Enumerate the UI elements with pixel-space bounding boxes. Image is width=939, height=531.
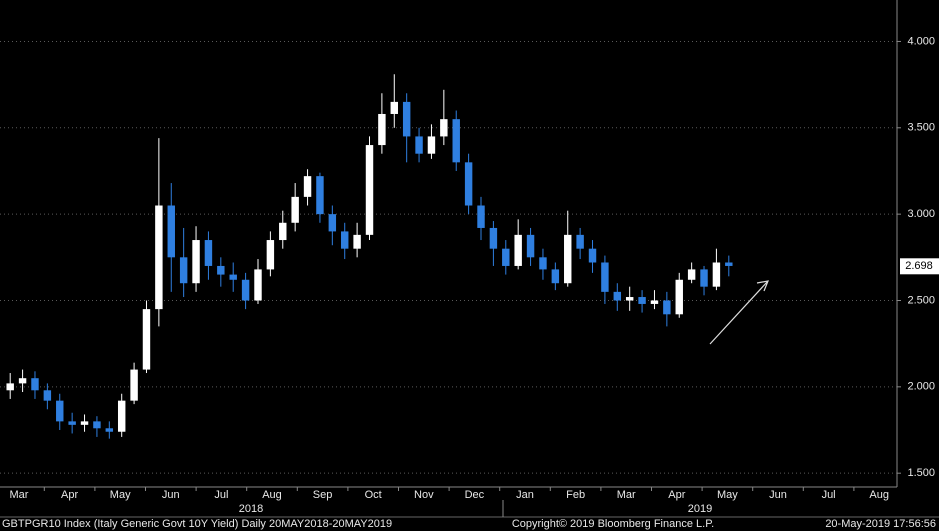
candle-body (31, 378, 39, 391)
candle-body (105, 428, 114, 432)
x-tick-label: Aug (869, 489, 889, 501)
candle-body (316, 176, 324, 215)
footer-center: Copyright© 2019 Bloomberg Finance L.P. (512, 518, 714, 530)
candle-body (576, 234, 584, 249)
last-value-tag: 2.698 (905, 260, 933, 272)
candle-body (427, 136, 436, 154)
candle-body (328, 214, 337, 232)
candle-body (217, 265, 225, 275)
candle-body (489, 227, 498, 249)
candle-body (613, 291, 622, 301)
candle-body (68, 421, 76, 425)
x-tick-label: Jul (214, 489, 228, 501)
candle-body (675, 279, 683, 315)
candle-body (390, 101, 398, 114)
candle-body (564, 234, 572, 284)
candle-body (80, 421, 89, 425)
candle-body (464, 162, 473, 206)
candle-body (365, 145, 374, 235)
x-tick-label: Dec (465, 489, 485, 501)
x-tick-label: Jun (162, 489, 180, 501)
candle-body (725, 262, 733, 266)
x-tick-label: May (717, 489, 738, 501)
candle-body (155, 205, 163, 310)
y-tick-label: 2.000 (907, 381, 935, 393)
candle-body (712, 262, 721, 287)
candle-body (204, 240, 213, 266)
candle-body (638, 297, 646, 304)
candle-body (687, 269, 696, 280)
candle-body (117, 400, 126, 432)
annotation-arrow-head (756, 280, 769, 292)
x-tick-label: Jan (516, 489, 534, 501)
candle-body (254, 269, 262, 301)
candle-body (56, 400, 64, 422)
candle-body (514, 234, 522, 266)
candle-body (625, 297, 634, 301)
candle-body (663, 300, 671, 315)
candle-body (341, 231, 349, 249)
y-tick-label: 4.000 (907, 35, 935, 47)
candle-body (452, 119, 460, 163)
candle-body (6, 383, 14, 391)
x-tick-label: Nov (414, 489, 434, 501)
x-tick-label: Aug (262, 489, 282, 501)
year-label: 2018 (239, 503, 263, 515)
candle-body (526, 234, 535, 258)
footer-left: GBTPGR10 Index (Italy Generic Govt 10Y Y… (2, 518, 392, 530)
x-tick-label: Mar (10, 489, 29, 501)
candle-body (229, 274, 237, 280)
x-tick-label: Sep (313, 489, 333, 501)
footer-right: 20-May-2019 17:56:56 (825, 518, 936, 530)
candle-body (179, 257, 188, 284)
candle-body (650, 300, 659, 304)
year-label: 2019 (688, 503, 712, 515)
candle-body (402, 101, 411, 137)
x-tick-label: Oct (365, 489, 382, 501)
annotation-arrow (709, 280, 769, 345)
candle-body (415, 136, 423, 154)
candle-body (241, 279, 250, 301)
y-tick-label: 2.500 (907, 294, 935, 306)
x-tick-label: Feb (566, 489, 585, 501)
candle-body (303, 176, 312, 197)
candle-body (353, 234, 361, 249)
candle-body (130, 369, 138, 401)
candle-body (18, 378, 27, 384)
x-tick-label: Apr (61, 489, 78, 501)
x-tick-label: Jun (769, 489, 787, 501)
candle-body (502, 248, 510, 266)
candle-body (192, 240, 200, 284)
candle-body (700, 269, 708, 287)
candle-body (291, 196, 299, 223)
candle-body (279, 222, 287, 241)
y-tick-label: 1.500 (907, 467, 935, 479)
candle-body (93, 421, 101, 429)
candle-body (551, 269, 560, 284)
candle-body (477, 205, 485, 228)
candle-body (601, 262, 609, 292)
candle-body (43, 390, 52, 401)
candle-body (588, 248, 597, 263)
candle-body (142, 309, 151, 370)
candle-body (539, 257, 547, 270)
y-tick-label: 3.000 (907, 208, 935, 220)
candle-body (378, 113, 386, 146)
candle-body (440, 119, 448, 137)
last-value-tag-box (900, 258, 939, 275)
x-tick-label: Jul (822, 489, 836, 501)
x-tick-label: Apr (668, 489, 685, 501)
x-tick-label: Mar (617, 489, 636, 501)
y-tick-label: 3.500 (907, 122, 935, 134)
candle-body (266, 240, 275, 270)
candle-body (167, 205, 175, 258)
x-tick-label: May (110, 489, 131, 501)
